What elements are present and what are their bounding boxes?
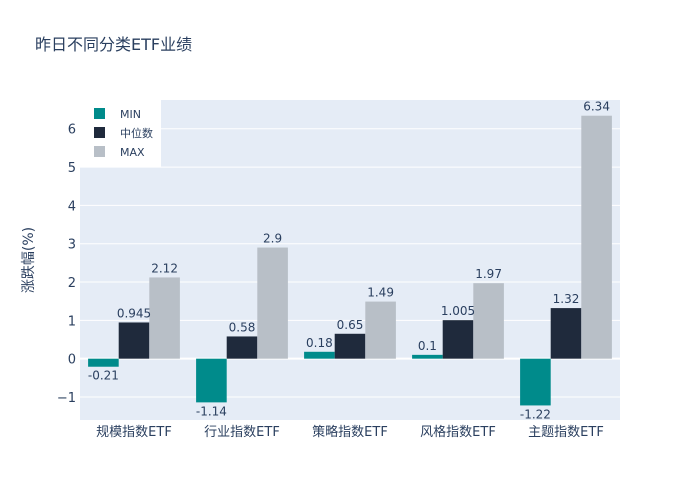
- bar-max: [257, 247, 288, 359]
- bar-value-label: 1.32: [553, 292, 580, 306]
- bar-value-label: 2.12: [151, 261, 178, 275]
- y-tick-label: 3: [68, 238, 76, 253]
- bar-min: [196, 358, 227, 403]
- bar-min: [520, 358, 551, 406]
- bar-median: [118, 322, 150, 359]
- y-tick-label: 1: [68, 314, 76, 329]
- bar-value-label: 0.945: [117, 306, 151, 320]
- bar-min: [412, 354, 443, 359]
- y-tick-label: 0: [68, 353, 76, 368]
- bar-value-label: 1.49: [367, 286, 394, 300]
- y-axis-label: 涨跌幅(%): [21, 227, 37, 293]
- bar-value-label: 0.58: [229, 320, 256, 334]
- bar-median: [550, 308, 582, 359]
- bar-value-label: -1.14: [196, 404, 227, 418]
- y-tick-labels: −1 0 1 2 3 4 5 6: [57, 123, 76, 406]
- bar-min: [304, 351, 335, 359]
- legend-swatch: [94, 127, 105, 138]
- x-tick-label: 风格指数ETF: [420, 424, 496, 440]
- bar-value-label: -0.21: [88, 369, 119, 383]
- legend-background: [80, 100, 161, 167]
- bar-value-label: 6.34: [583, 100, 610, 114]
- bar-value-label: 2.9: [263, 232, 282, 246]
- bar-min: [88, 358, 119, 367]
- bar-value-label: 0.65: [337, 318, 364, 332]
- y-tick-label: −1: [57, 391, 76, 406]
- bar-median: [226, 336, 258, 359]
- x-tick-labels: 规模指数ETF 行业指数ETF 策略指数ETF 风格指数ETF 主题指数ETF: [96, 424, 604, 440]
- bar-value-label: -1.22: [520, 407, 551, 421]
- bar-max: [581, 115, 612, 359]
- bar-labels: -0.21 0.945 2.12 -1.14 0.58 2.9 0.18 0.65 1.49 0.…: [88, 100, 610, 422]
- bar-value-label: 1.97: [475, 267, 502, 281]
- chart-title: 昨日不同分类ETF业绩: [35, 35, 192, 54]
- bar-max: [473, 283, 504, 359]
- bar-max: [365, 301, 396, 359]
- bar-value-label: 1.005: [441, 304, 475, 318]
- y-tick-label: 5: [68, 161, 76, 176]
- legend-label: MAX: [120, 146, 145, 159]
- legend-swatch: [94, 108, 105, 119]
- y-tick-label: 2: [68, 276, 76, 291]
- legend-swatch: [94, 146, 105, 157]
- bar-median: [442, 320, 474, 359]
- x-tick-label: 策略指数ETF: [312, 424, 388, 440]
- bar-max: [149, 277, 180, 359]
- bar-value-label: 0.1: [418, 339, 437, 353]
- bar-median: [334, 333, 366, 359]
- bar-value-label: 0.18: [306, 336, 333, 350]
- y-tick-label: 6: [68, 123, 76, 138]
- x-tick-label: 规模指数ETF: [96, 425, 172, 440]
- legend-label: MIN: [120, 108, 141, 121]
- x-tick-label: 主题指数ETF: [528, 425, 604, 440]
- legend-label: 中位数: [120, 126, 153, 140]
- legend: MIN 中位数 MAX: [80, 100, 161, 167]
- x-tick-label: 行业指数ETF: [204, 425, 280, 440]
- bars: [88, 115, 612, 406]
- y-tick-label: 4: [68, 199, 76, 214]
